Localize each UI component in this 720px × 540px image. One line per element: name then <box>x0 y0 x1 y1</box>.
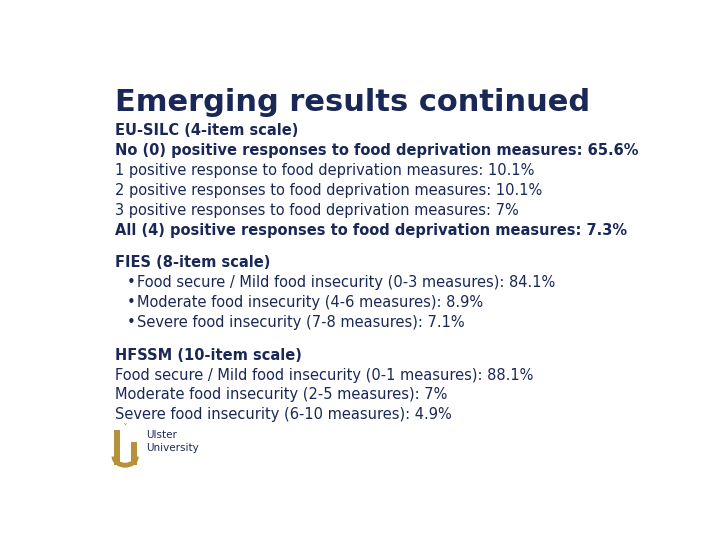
Text: Ulster
University: Ulster University <box>145 430 199 453</box>
Text: •: • <box>126 315 135 330</box>
Text: •: • <box>126 295 135 310</box>
FancyBboxPatch shape <box>131 442 137 465</box>
Text: Moderate food insecurity (4-6 measures): 8.9%: Moderate food insecurity (4-6 measures):… <box>138 295 484 310</box>
Text: 3 positive responses to food deprivation measures: 7%: 3 positive responses to food deprivation… <box>115 203 519 218</box>
FancyBboxPatch shape <box>114 430 120 465</box>
Text: ˇ: ˇ <box>122 424 127 435</box>
Text: All (4) positive responses to food deprivation measures: 7.3%: All (4) positive responses to food depri… <box>115 223 627 238</box>
Text: HFSSM (10-item scale): HFSSM (10-item scale) <box>115 348 302 362</box>
Text: •: • <box>126 275 135 290</box>
Text: Moderate food insecurity (2-5 measures): 7%: Moderate food insecurity (2-5 measures):… <box>115 388 448 402</box>
Text: FIES (8-item scale): FIES (8-item scale) <box>115 255 271 270</box>
Text: Food secure / Mild food insecurity (0-1 measures): 88.1%: Food secure / Mild food insecurity (0-1 … <box>115 368 534 382</box>
Text: Food secure / Mild food insecurity (0-3 measures): 84.1%: Food secure / Mild food insecurity (0-3 … <box>138 275 556 290</box>
Text: No (0) positive responses to food deprivation measures: 65.6%: No (0) positive responses to food depriv… <box>115 143 639 158</box>
Text: 2 positive responses to food deprivation measures: 10.1%: 2 positive responses to food deprivation… <box>115 183 542 198</box>
Text: Severe food insecurity (6-10 measures): 4.9%: Severe food insecurity (6-10 measures): … <box>115 407 452 422</box>
Text: 1 positive response to food deprivation measures: 10.1%: 1 positive response to food deprivation … <box>115 163 534 178</box>
Text: Emerging results continued: Emerging results continued <box>115 87 590 117</box>
Text: EU-SILC (4-item scale): EU-SILC (4-item scale) <box>115 123 299 138</box>
Text: Severe food insecurity (7-8 measures): 7.1%: Severe food insecurity (7-8 measures): 7… <box>138 315 465 330</box>
